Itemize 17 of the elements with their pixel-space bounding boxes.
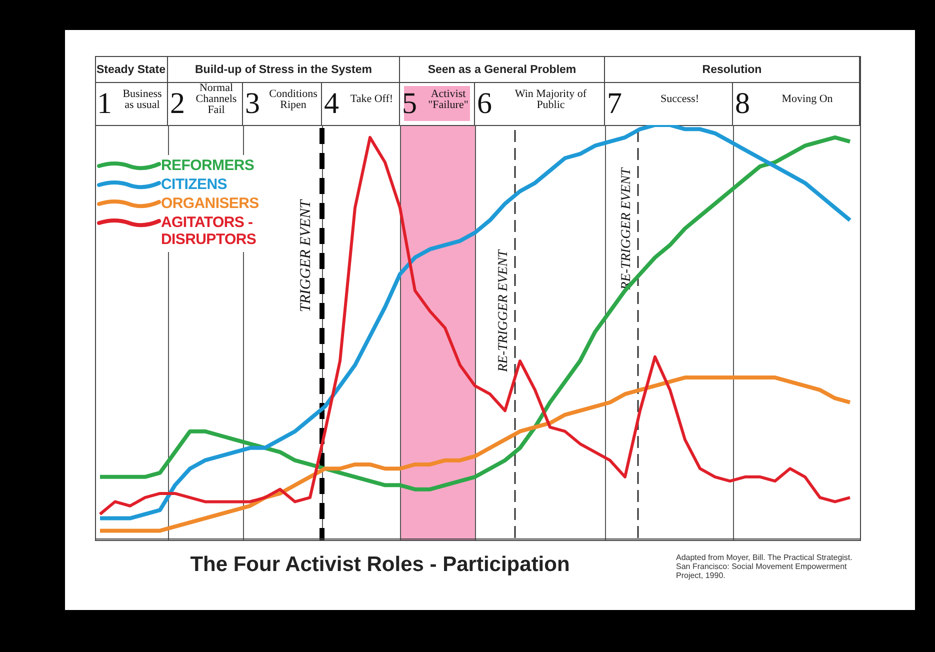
text: 8 Moving On — [735, 86, 834, 120]
legend-label: ORGANISERS — [161, 195, 260, 212]
annotation: RE-TRIGGER EVENT — [618, 166, 633, 291]
text: Build-up of Stress in the System — [168, 57, 400, 82]
text: 6 Win Majority of Public — [477, 86, 588, 120]
text: Seen as a General Problem — [400, 57, 605, 82]
legend-label: CITIZENS — [161, 176, 228, 193]
text: 4 Take Off! — [324, 86, 394, 120]
annotation: RE-TRIGGER EVENT — [495, 248, 510, 373]
legend-label: AGITATORS -DISRUPTORS — [161, 214, 258, 248]
text: Resolution — [605, 57, 860, 82]
text: Steady State — [95, 57, 168, 82]
annotation: TRIGGER EVENT — [298, 198, 314, 312]
legend-label: REFORMERS — [161, 157, 256, 174]
text: The Four Activist Roles - Participation — [189, 553, 571, 577]
text: Adapted from Moyer, Bill. The Practical Strategist. San Francisco: Social Movement Empowerment Project, 1990. — [676, 553, 854, 580]
text: 7 Success! — [607, 86, 699, 120]
